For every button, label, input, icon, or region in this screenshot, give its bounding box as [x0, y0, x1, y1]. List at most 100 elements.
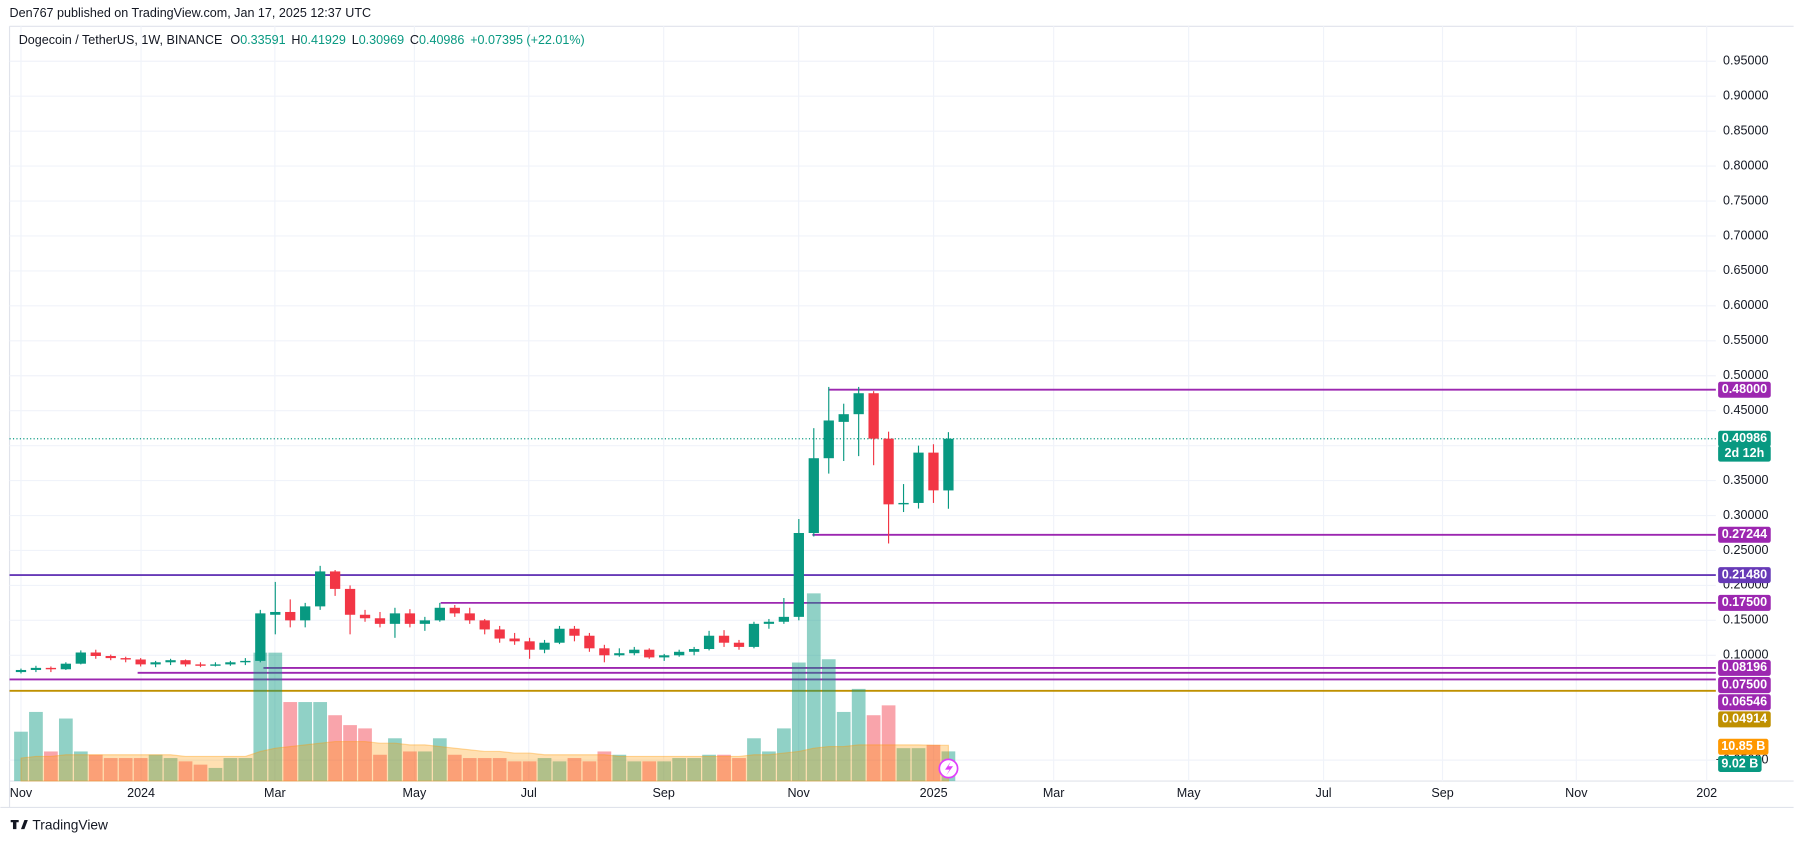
volume-bar [432, 738, 447, 782]
y-tick-label: 0.25000 [1723, 543, 1768, 557]
candle-body [255, 613, 266, 661]
candle-body [539, 642, 550, 650]
l-label: L [352, 33, 359, 47]
volume-bar [866, 715, 881, 782]
tv-logo [10, 819, 28, 830]
volume-bar [58, 718, 73, 782]
c-label: C [410, 33, 419, 47]
countdown-label: 2d 12h [1725, 446, 1765, 460]
candle-body [479, 620, 490, 630]
x-tick-label: Nov [10, 786, 33, 800]
volume-bar [821, 659, 836, 782]
level-label-box [1718, 526, 1771, 543]
y-tick-label: 0.85000 [1723, 123, 1768, 137]
publisher: Den767 published on TradingView.com, Jan… [10, 6, 372, 20]
grid [9, 26, 1716, 782]
volume-bar [14, 731, 28, 782]
candle-body [374, 618, 386, 624]
volume-bar [462, 758, 477, 782]
volume-bar [612, 754, 627, 782]
c-value: 0.40986 [419, 33, 464, 47]
candle-body [135, 659, 146, 665]
volume-bar [477, 758, 492, 782]
h-label: H [291, 33, 300, 47]
volume-bar [522, 761, 537, 782]
candle-body [584, 635, 595, 649]
level-label: 0.08196 [1722, 660, 1767, 674]
candle-body [943, 438, 954, 491]
volume-bar [328, 715, 342, 782]
candle-body [838, 414, 849, 422]
volume-bar [762, 751, 776, 782]
volume-bar [582, 761, 597, 782]
level-label: 0.07500 [1722, 677, 1767, 691]
volume-bar [507, 761, 522, 782]
candle-body [464, 613, 475, 621]
volume-bar [118, 758, 133, 782]
candle-body [688, 649, 700, 652]
candle-body [90, 652, 101, 656]
volume-bar [44, 751, 58, 782]
candle-body [449, 607, 460, 614]
h-value: 0.41929 [300, 33, 345, 47]
candle-body [434, 607, 445, 621]
volume-bar [193, 764, 208, 782]
candle-body [868, 393, 879, 439]
volume-bar [268, 652, 283, 782]
candle-body [898, 502, 909, 505]
candles [15, 386, 954, 674]
volume-bar [373, 754, 387, 782]
level-label-box [1718, 594, 1771, 611]
volume-bar [806, 593, 821, 782]
volume-label-box [1718, 755, 1762, 772]
y-tick-label: 0.35000 [1723, 473, 1768, 487]
y-tick-label: 0.90000 [1723, 89, 1768, 103]
volume-bar [657, 761, 672, 782]
volume-bar [388, 738, 402, 782]
y-tick-label: 0.45000 [1723, 403, 1768, 417]
price-axis: Nov 2024 Mar May Jul Sep Nov 2025 Mar May Jul Sep No… [10, 54, 1771, 800]
candle-body [778, 616, 790, 622]
candle-body [329, 571, 341, 589]
candle-body [225, 662, 236, 665]
volume-bar [29, 711, 43, 782]
volume-bar [672, 758, 687, 782]
candle-body [599, 648, 610, 656]
candle-body [195, 664, 206, 666]
volume-bar [418, 751, 432, 782]
x-tick-label: May [1177, 786, 1201, 800]
volume-bar [926, 744, 941, 782]
volume-bar [687, 758, 701, 782]
candle-body [659, 655, 670, 658]
candle-body [554, 628, 565, 643]
x-tick-label: Mar [264, 786, 286, 800]
level-label-box [1718, 711, 1771, 728]
x-tick-label: Sep [1431, 786, 1453, 800]
candle-body [823, 420, 834, 459]
candle-body [883, 438, 894, 505]
volume-bar [552, 761, 567, 782]
candle-body [210, 664, 221, 666]
volume-bar [88, 754, 103, 782]
candle-body [105, 655, 116, 659]
candle-body [240, 660, 251, 663]
volume-bar [881, 705, 896, 782]
candle-body [45, 667, 57, 670]
candle-body [509, 638, 520, 642]
price-label-box [1718, 430, 1771, 447]
volume-bar [103, 758, 118, 782]
x-tick-label: Nov [1565, 786, 1588, 800]
candle-body [150, 662, 161, 665]
volume-bar [133, 758, 148, 782]
change: +0.07395 (+22.01%) [470, 33, 585, 47]
o-value: 0.33591 [240, 33, 285, 47]
flash-icon-bolt [945, 761, 954, 776]
y-tick-label: 0.15000 [1723, 613, 1768, 627]
candle-body [614, 653, 625, 656]
volume-bar [208, 767, 223, 782]
volume-label: 9.02 B [1721, 756, 1758, 770]
volume-bar [178, 761, 193, 782]
x-tick-label: Sep [653, 786, 675, 800]
